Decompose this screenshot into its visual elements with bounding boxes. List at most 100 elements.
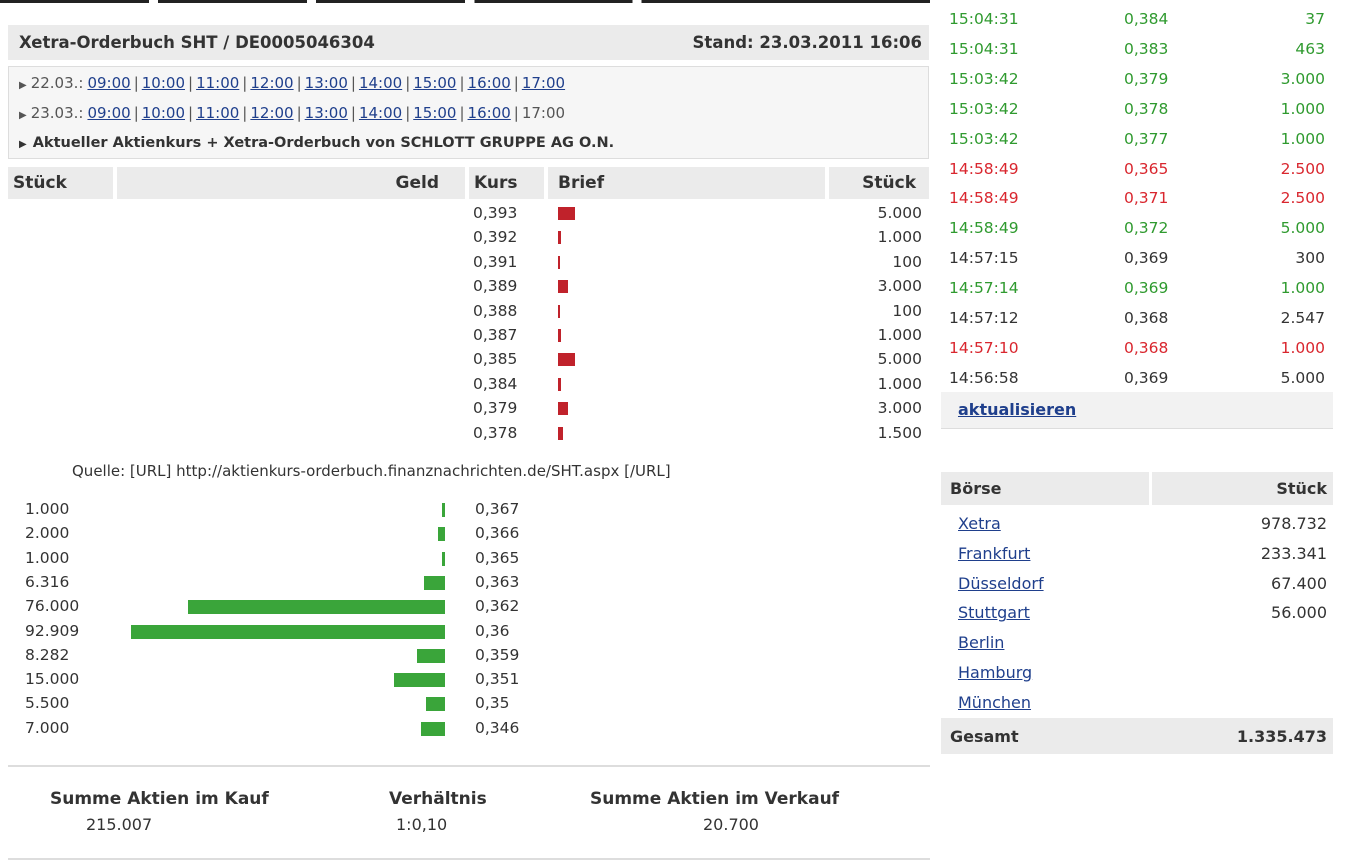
time-link-1400[interactable]: 14:00 xyxy=(358,104,403,122)
bid-volume-bar xyxy=(441,551,445,566)
exchange-row: Xetra 978.732 xyxy=(941,509,1333,539)
exchange-stueck: 233.341 xyxy=(1260,543,1327,563)
divider xyxy=(8,765,930,767)
time-link-1700[interactable]: 17:00 xyxy=(521,74,566,92)
exchange-row: Stuttgart 56.000 xyxy=(941,598,1333,628)
sum-sell-label: Summe Aktien im Verkauf xyxy=(590,789,840,809)
refresh-link[interactable]: aktualisieren xyxy=(958,400,1077,419)
triangle-icon: ▶ xyxy=(19,80,27,91)
exchange-link-2[interactable]: Frankfurt xyxy=(958,543,1031,563)
exchange-row: München xyxy=(941,688,1333,718)
trade-qty: 300 xyxy=(1295,249,1325,268)
bid-volume-bar xyxy=(417,648,445,663)
time-link-1600[interactable]: 16:00 xyxy=(467,104,511,122)
exchange-link-7[interactable]: München xyxy=(958,692,1032,712)
time-link-1200[interactable]: 12:00 xyxy=(250,74,294,92)
time-link-1500[interactable]: 15:00 xyxy=(413,74,457,92)
trade-time: 14:58:49 xyxy=(949,159,1019,178)
time-link-0900[interactable]: 09:00 xyxy=(87,104,131,122)
time-link-1100[interactable]: 11:00 xyxy=(196,104,240,122)
bid-price: 0,36 xyxy=(475,621,510,640)
trade-qty: 2.500 xyxy=(1280,159,1325,178)
trade-row: 15:03:42 0,379 3.000 xyxy=(941,64,1333,93)
trade-time: 14:57:12 xyxy=(949,309,1019,327)
exchange-link-3[interactable]: Düsseldorf xyxy=(958,573,1044,593)
trade-price: 0,365 xyxy=(1124,159,1169,178)
refresh-bar: aktualisieren xyxy=(941,392,1333,429)
time-navigation: ▶ 22.03.: 09:00 | 10:00 | 11:00 | 12:00 | 13:00 | 14… xyxy=(8,66,929,159)
bid-quantity: 7.000 xyxy=(25,718,70,737)
time-link-1300[interactable]: 13:00 xyxy=(304,104,348,122)
time-link-1400[interactable]: 14:00 xyxy=(358,74,403,92)
bid-volume-bar xyxy=(188,600,445,615)
bid-quantity: 1.000 xyxy=(25,548,70,567)
trade-qty: 463 xyxy=(1295,39,1325,58)
trade-qty: 5.000 xyxy=(1280,219,1325,238)
ask-price: 0,384 xyxy=(473,374,518,393)
time-link-1000[interactable]: 10:00 xyxy=(141,104,185,122)
bid-price: 0,359 xyxy=(475,645,520,664)
time-link-1000[interactable]: 10:00 xyxy=(141,74,185,92)
time-link-0900[interactable]: 09:00 xyxy=(87,74,131,92)
trade-time: 14:58:49 xyxy=(949,219,1019,238)
ask-volume-bar xyxy=(558,280,569,294)
ask-quantity: 3.000 xyxy=(877,277,922,296)
separator: | xyxy=(350,74,356,92)
ask-quantity: 5.000 xyxy=(877,350,922,369)
bid-quantity: 15.000 xyxy=(25,670,80,689)
trade-qty: 37 xyxy=(1305,10,1325,28)
trade-row: 14:57:10 0,368 1.000 xyxy=(941,333,1333,362)
ask-quantity: 1.000 xyxy=(877,228,922,247)
trade-row: 14:57:15 0,369 300 xyxy=(941,243,1333,272)
exchange-link-4[interactable]: Stuttgart xyxy=(958,603,1030,623)
ask-price: 0,388 xyxy=(473,301,518,320)
exchange-header: Börse Stück xyxy=(941,472,1333,505)
exchange-row: Düsseldorf 67.400 xyxy=(941,569,1333,599)
time-link-1100[interactable]: 11:00 xyxy=(196,74,240,92)
exchange-total: Gesamt 1.335.473 xyxy=(941,718,1333,754)
exchange-stueck: 56.000 xyxy=(1271,603,1327,623)
trade-time: 14:57:15 xyxy=(949,249,1019,268)
col-exchange-stueck: Stück xyxy=(1152,472,1333,505)
trade-row: 14:58:49 0,365 2.500 xyxy=(941,154,1333,183)
time-link-1700: 17:00 xyxy=(521,104,566,122)
ask-volume-bar xyxy=(558,207,575,220)
trade-time: 15:03:42 xyxy=(949,69,1019,88)
trade-qty: 2.500 xyxy=(1280,189,1325,208)
ask-quantity: 5.000 xyxy=(877,204,922,222)
time-link-1300[interactable]: 13:00 xyxy=(304,74,348,92)
time-link-1500[interactable]: 15:00 xyxy=(413,104,457,122)
total-value: 1.335.473 xyxy=(1236,727,1327,746)
separator: | xyxy=(405,104,411,122)
time-link-1200[interactable]: 12:00 xyxy=(250,104,294,122)
separator: | xyxy=(188,74,194,92)
separator: | xyxy=(188,104,194,122)
bid-quantity: 8.282 xyxy=(25,645,70,664)
trade-time: 15:03:42 xyxy=(949,99,1019,118)
ask-price: 0,393 xyxy=(473,204,518,222)
ratio-value: 1:0,10 xyxy=(396,815,448,834)
trade-price: 0,368 xyxy=(1124,309,1169,327)
bid-quantity: 1.000 xyxy=(25,500,70,518)
trade-row: 14:58:49 0,371 2.500 xyxy=(941,183,1333,212)
bid-price: 0,346 xyxy=(475,718,520,737)
separator: | xyxy=(350,104,356,122)
time-link-1600[interactable]: 16:00 xyxy=(467,74,511,92)
bid-volume-bar xyxy=(421,721,445,736)
exchange-link-5[interactable]: Berlin xyxy=(958,633,1005,653)
separator: | xyxy=(296,104,302,122)
exchange-link-1[interactable]: Xetra xyxy=(958,514,1001,533)
trade-row: 14:57:14 0,369 1.000 xyxy=(941,273,1333,302)
trade-time: 14:56:58 xyxy=(949,368,1019,387)
exchange-link-6[interactable]: Hamburg xyxy=(958,663,1033,682)
trade-qty: 3.000 xyxy=(1280,69,1325,88)
col-kurs: Kurs xyxy=(469,167,544,199)
trade-row: 15:03:42 0,378 1.000 xyxy=(941,94,1333,123)
trade-qty: 2.547 xyxy=(1280,309,1325,327)
bid-volume-bar xyxy=(423,575,445,590)
ask-price: 0,385 xyxy=(473,350,518,369)
trade-qty: 1.000 xyxy=(1280,99,1325,118)
current-quote-link[interactable]: ▶ Aktueller Aktienkurs + Xetra-Orderbuch … xyxy=(19,135,614,151)
bid-price: 0,366 xyxy=(475,524,520,543)
bid-volume-bar xyxy=(438,527,445,542)
